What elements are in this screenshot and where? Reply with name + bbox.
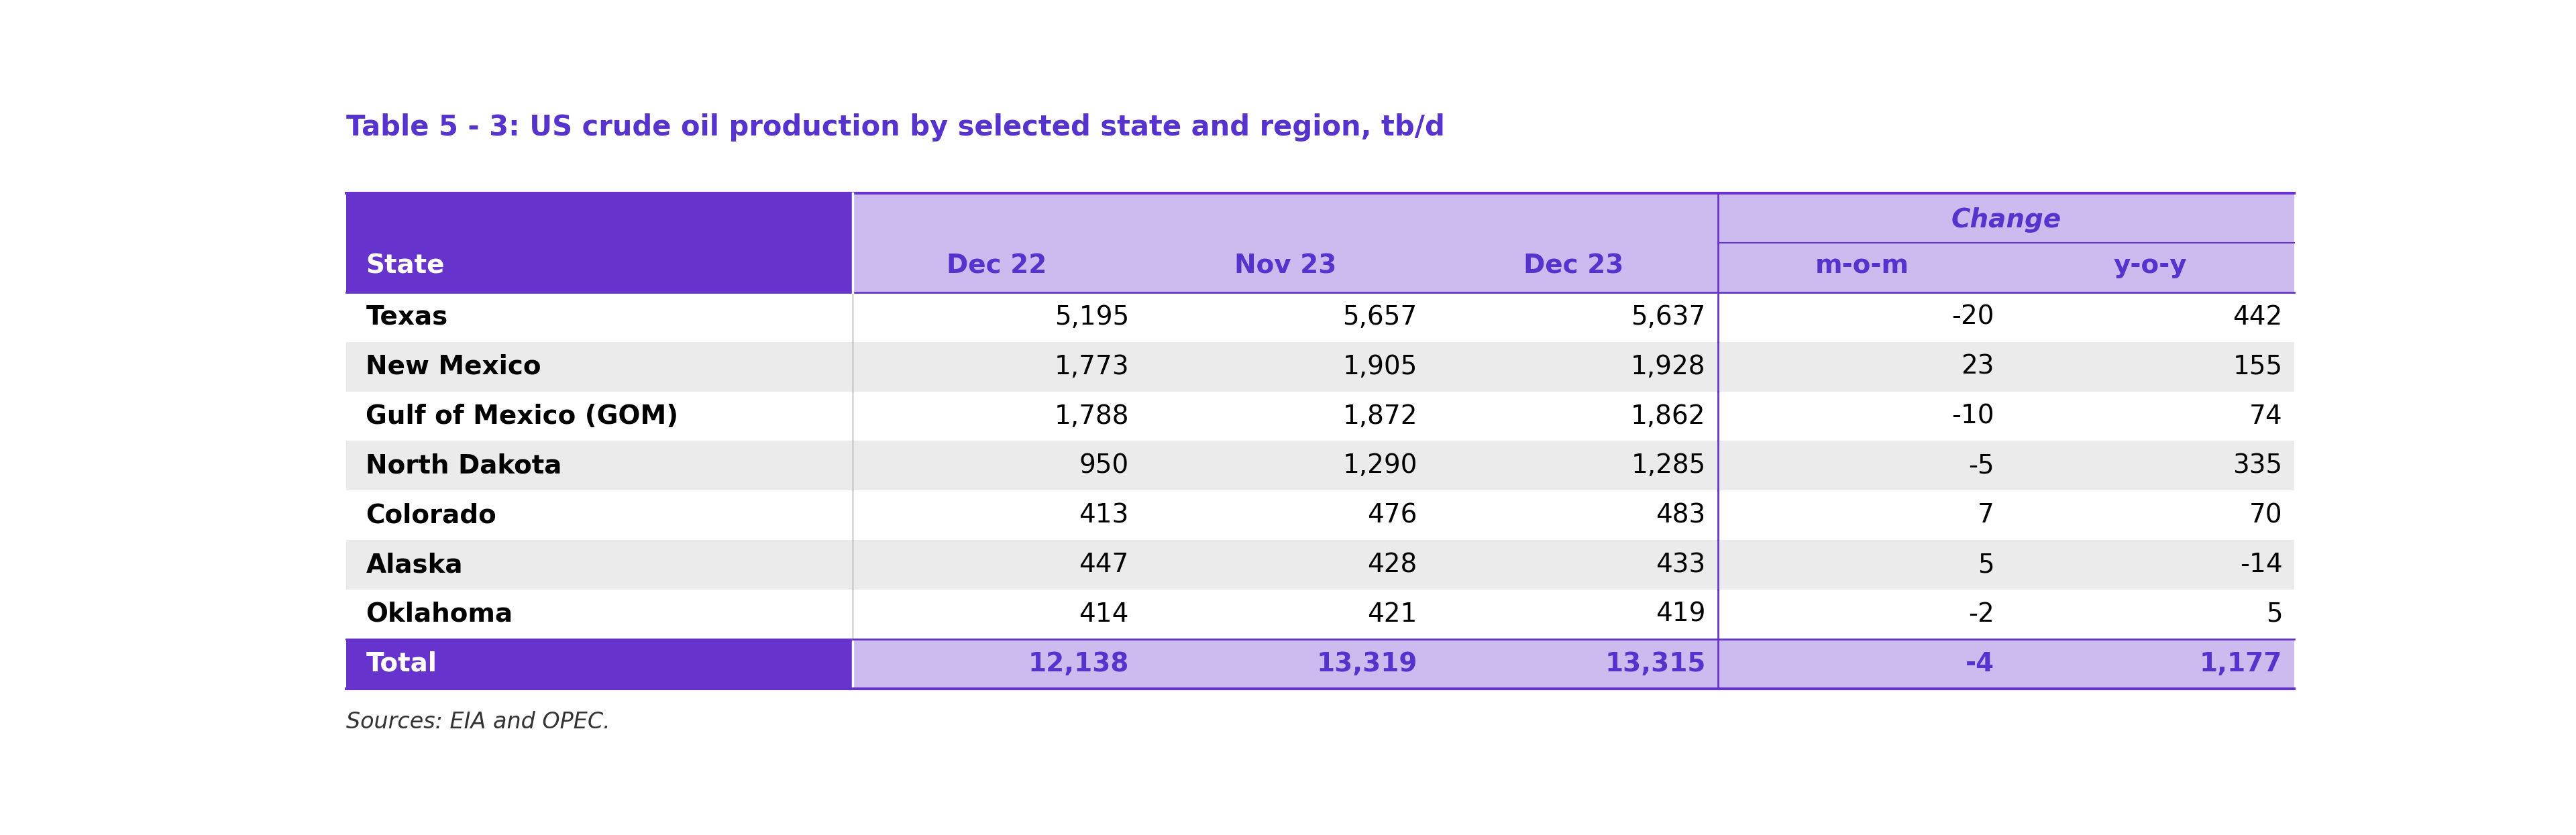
Text: 414: 414 (1079, 601, 1128, 627)
Text: 5,657: 5,657 (1342, 305, 1417, 330)
Bar (345, 490, 2295, 540)
Text: 1,177: 1,177 (2200, 651, 2282, 676)
Text: 428: 428 (1368, 552, 1417, 578)
Text: 950: 950 (1079, 453, 1128, 478)
Text: Change: Change (1950, 207, 2061, 233)
Text: Colorado: Colorado (366, 503, 497, 528)
Bar (1718, 639, 2007, 689)
Text: 335: 335 (2233, 453, 2282, 478)
Text: State: State (366, 253, 446, 278)
Bar (2007, 194, 2295, 292)
Text: 1,862: 1,862 (1631, 403, 1705, 429)
Text: 70: 70 (2249, 503, 2282, 528)
Text: Gulf of Mexico (GOM): Gulf of Mexico (GOM) (366, 403, 677, 429)
Bar (1718, 194, 2007, 292)
Text: 419: 419 (1656, 601, 1705, 627)
Bar (853, 194, 1141, 292)
Text: 1,285: 1,285 (1631, 453, 1705, 478)
Text: Total: Total (366, 651, 438, 676)
Text: Dec 23: Dec 23 (1522, 253, 1623, 278)
Text: 1,905: 1,905 (1342, 354, 1417, 379)
Text: 1,773: 1,773 (1054, 354, 1128, 379)
Bar (1430, 639, 1718, 689)
Text: -10: -10 (1953, 403, 1994, 429)
Text: 1,872: 1,872 (1342, 403, 1417, 429)
Text: 7: 7 (1978, 503, 1994, 528)
Text: North Dakota: North Dakota (366, 453, 562, 478)
Text: 476: 476 (1368, 503, 1417, 528)
Bar (345, 392, 2295, 441)
Bar (1141, 639, 1430, 689)
Text: Texas: Texas (366, 305, 448, 330)
Text: 1,928: 1,928 (1631, 354, 1705, 379)
Text: -14: -14 (2239, 552, 2282, 578)
Text: 74: 74 (2249, 403, 2282, 429)
Text: 155: 155 (2233, 354, 2282, 379)
Text: 442: 442 (2233, 305, 2282, 330)
Bar (345, 292, 2295, 342)
Text: 23: 23 (1960, 354, 1994, 379)
Text: 12,138: 12,138 (1028, 651, 1128, 676)
Text: 433: 433 (1656, 552, 1705, 578)
Bar (345, 342, 2295, 392)
Text: 413: 413 (1079, 503, 1128, 528)
Text: Sources: EIA and OPEC.: Sources: EIA and OPEC. (345, 711, 611, 733)
Text: 1,290: 1,290 (1342, 453, 1417, 478)
Bar (2007, 639, 2295, 689)
Text: 5: 5 (2267, 601, 2282, 627)
Text: 13,319: 13,319 (1316, 651, 1417, 676)
Text: -5: -5 (1968, 453, 1994, 478)
Text: 421: 421 (1368, 601, 1417, 627)
Bar (853, 639, 1141, 689)
Text: m-o-m: m-o-m (1816, 253, 1909, 278)
Bar (345, 441, 2295, 490)
Bar (1141, 194, 1430, 292)
Text: 1,788: 1,788 (1054, 403, 1128, 429)
Text: 5: 5 (1978, 552, 1994, 578)
Text: -2: -2 (1968, 601, 1994, 627)
Text: -4: -4 (1965, 651, 1994, 676)
Text: New Mexico: New Mexico (366, 354, 541, 379)
Text: Alaska: Alaska (366, 552, 464, 578)
Text: Oklahoma: Oklahoma (366, 601, 513, 627)
Text: 447: 447 (1079, 552, 1128, 578)
Text: 13,315: 13,315 (1605, 651, 1705, 676)
Bar (345, 639, 853, 689)
Bar (345, 590, 2295, 639)
Bar (1430, 194, 1718, 292)
Text: Nov 23: Nov 23 (1234, 253, 1337, 278)
Bar (345, 540, 2295, 590)
Bar (345, 194, 853, 292)
Text: y-o-y: y-o-y (2112, 253, 2187, 278)
Text: -20: -20 (1953, 305, 1994, 330)
Text: 483: 483 (1656, 503, 1705, 528)
Text: Table 5 - 3: US crude oil production by selected state and region, tb/d: Table 5 - 3: US crude oil production by … (345, 113, 1445, 141)
Text: 5,637: 5,637 (1631, 305, 1705, 330)
Text: 5,195: 5,195 (1054, 305, 1128, 330)
Text: Dec 22: Dec 22 (945, 253, 1046, 278)
